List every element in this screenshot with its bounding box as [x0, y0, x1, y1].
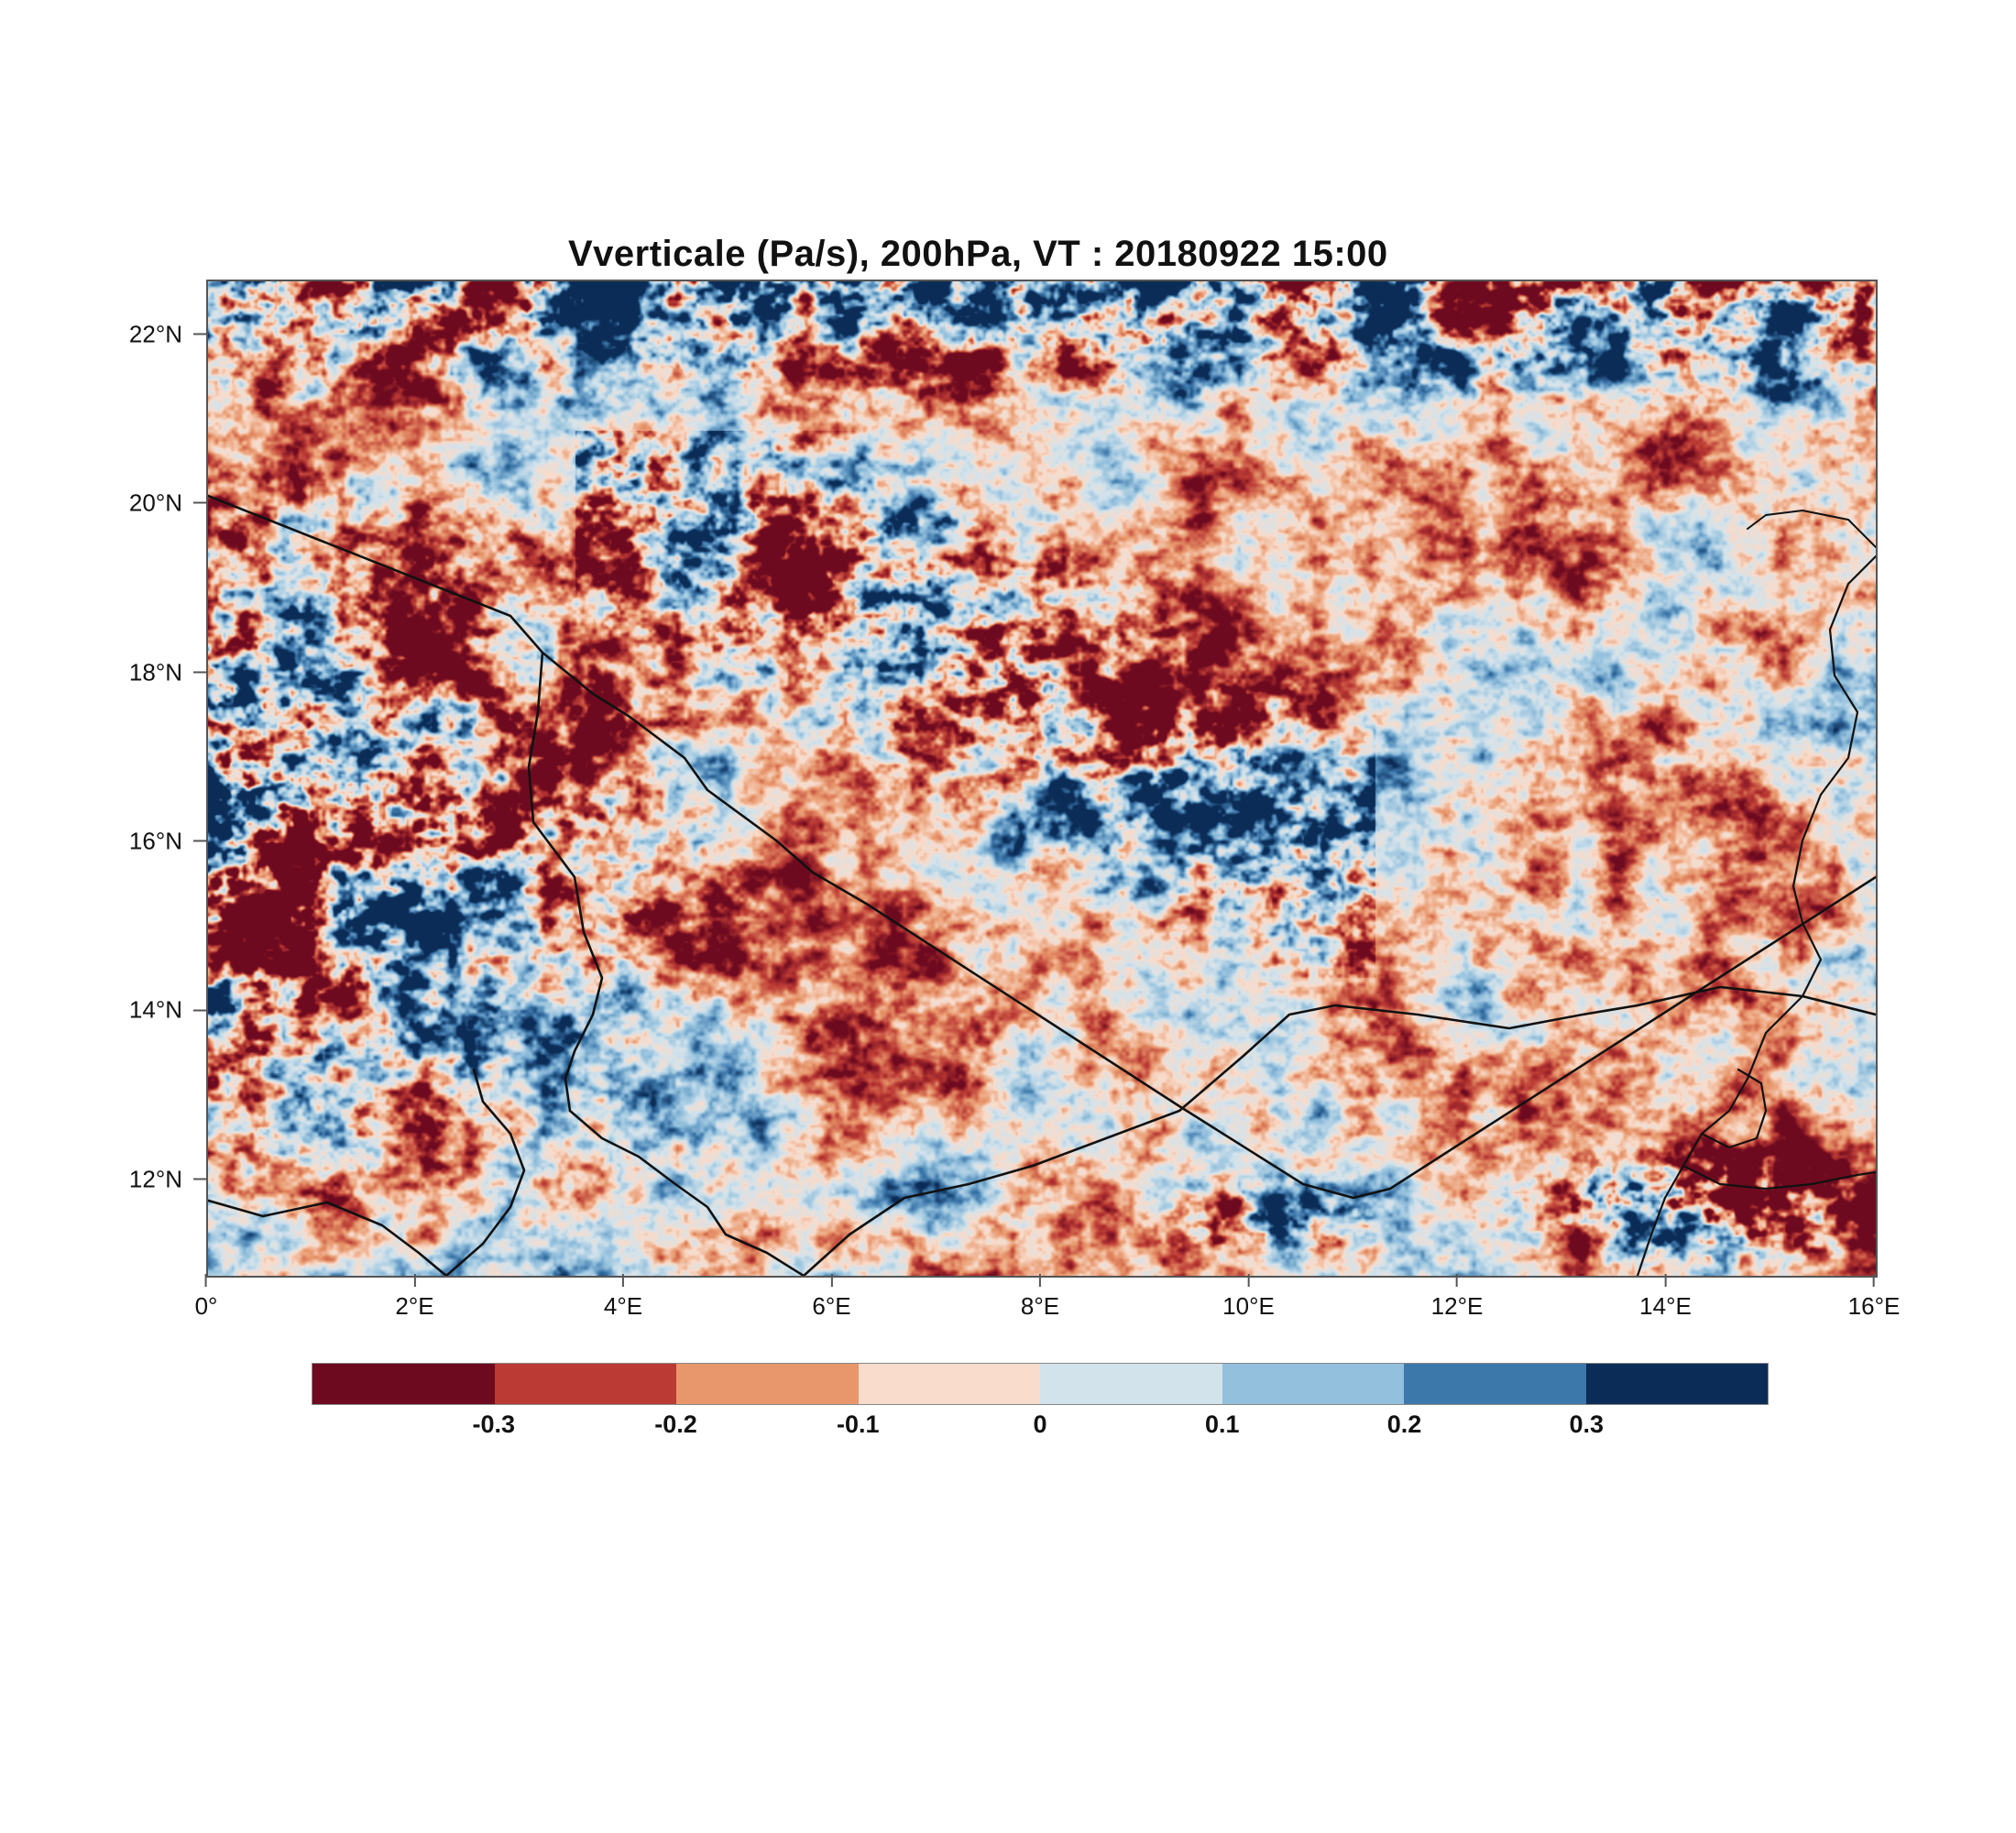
colorbar-label--0.2: -0.2: [654, 1410, 697, 1439]
y-axis-tick-18°N: 18°N: [0, 658, 206, 686]
x-axis-tick-4°E: 4°E: [604, 1274, 642, 1321]
colorbar-segment-5: [1222, 1364, 1405, 1404]
colorbar-segment-7: [1586, 1364, 1769, 1404]
colorbar-segment-0: [312, 1364, 495, 1404]
x-axis-tick-16°E: 16°E: [1848, 1274, 1901, 1321]
colorbar-segment-4: [1040, 1364, 1222, 1404]
page-title: Vverticale (Pa/s), 200hPa, VT : 20180922…: [568, 234, 1388, 275]
y-axis-tick-14°N: 14°N: [0, 996, 206, 1025]
x-axis-tick-12°E: 12°E: [1431, 1274, 1484, 1321]
y-axis-tick-20°N: 20°N: [0, 489, 206, 518]
colorbar-segment-2: [676, 1364, 859, 1404]
colorbar: -0.3 -0.2 -0.1 0 0.1 0.2 0.3: [312, 1363, 1769, 1442]
x-axis-tick-14°E: 14°E: [1639, 1274, 1692, 1321]
colorbar-label--0.1: -0.1: [837, 1410, 880, 1439]
colorbar-label-0.3: 0.3: [1569, 1410, 1604, 1439]
x-axis-tick-6°E: 6°E: [812, 1274, 850, 1321]
x-axis-tick-0°: 0°: [195, 1274, 218, 1321]
colorbar-label-0: 0: [1033, 1410, 1046, 1439]
vertical-velocity-field: [208, 281, 1876, 1276]
y-axis-tick-12°N: 12°N: [0, 1165, 206, 1193]
colorbar-segment-1: [495, 1364, 677, 1404]
colorbar-segment-6: [1404, 1364, 1586, 1404]
y-axis-tick-22°N: 22°N: [0, 320, 206, 348]
map-plot-area: [206, 280, 1878, 1278]
colorbar-label--0.3: -0.3: [472, 1410, 515, 1439]
colorbar-label-0.1: 0.1: [1205, 1410, 1240, 1439]
colorbar-label-0.2: 0.2: [1387, 1410, 1422, 1439]
x-axis-tick-10°E: 10°E: [1222, 1274, 1275, 1321]
colorbar-segment-3: [859, 1364, 1041, 1404]
x-axis-tick-2°E: 2°E: [395, 1274, 433, 1321]
x-axis-tick-8°E: 8°E: [1021, 1274, 1059, 1321]
y-axis-tick-16°N: 16°N: [0, 828, 206, 856]
